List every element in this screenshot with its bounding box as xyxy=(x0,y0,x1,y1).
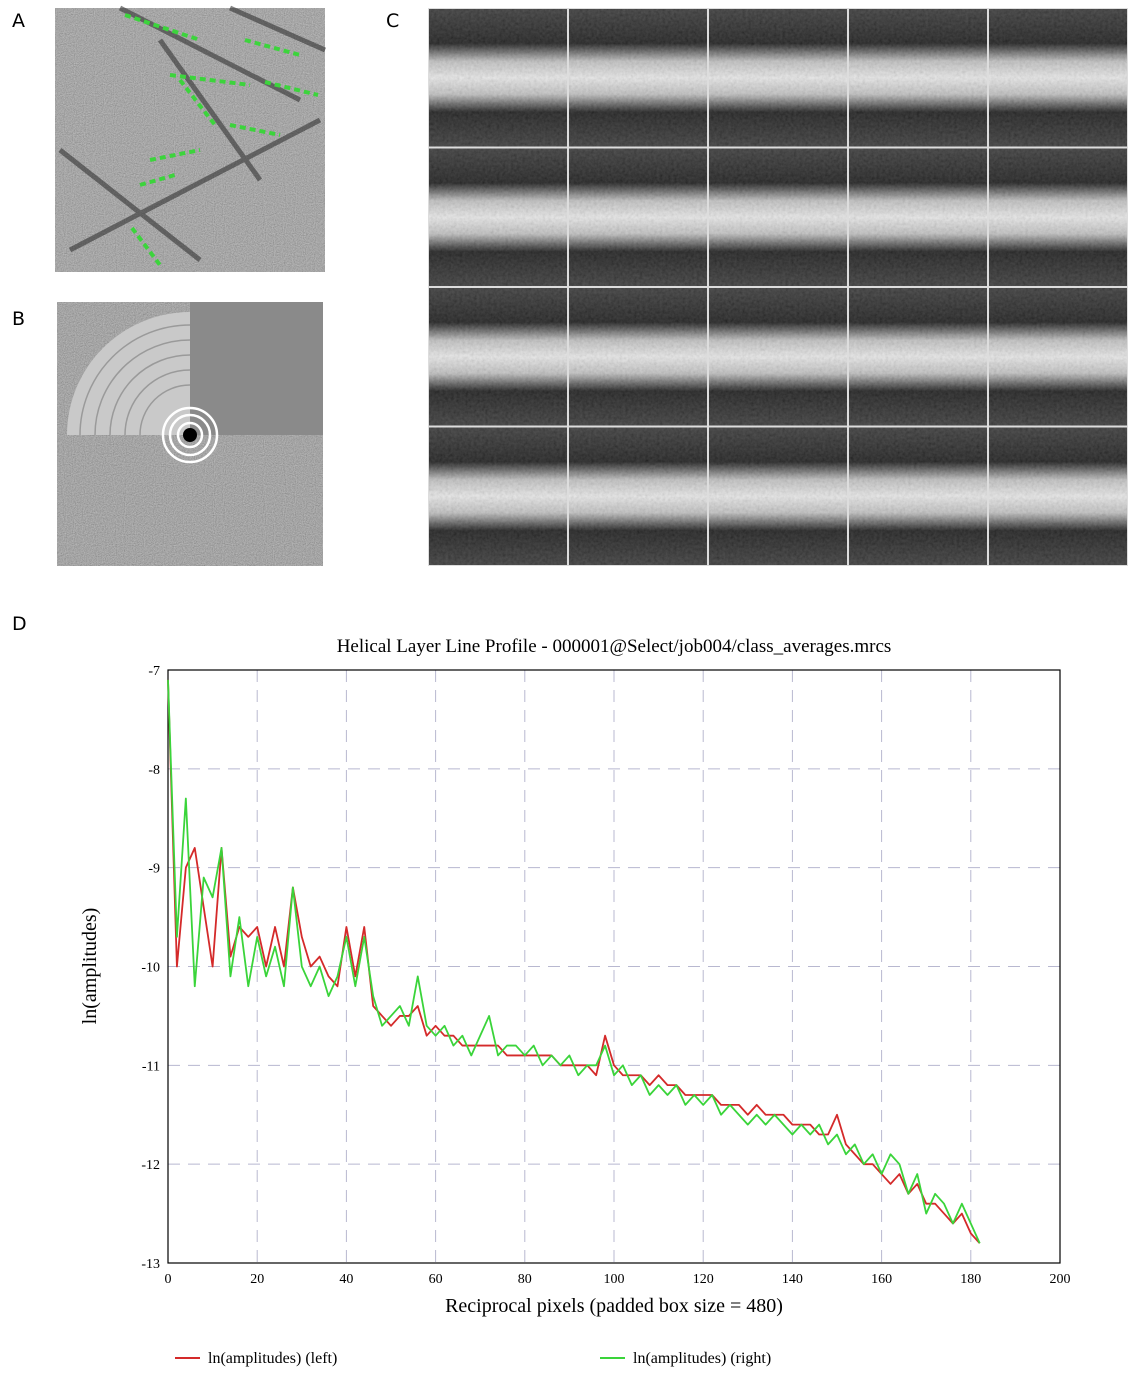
x-axis-label: Reciprocal pixels (padded box size = 480… xyxy=(445,1295,783,1317)
tile-noise xyxy=(429,148,567,286)
panel-label: D xyxy=(12,613,27,635)
x-tick-label: 120 xyxy=(693,1272,714,1287)
series-line xyxy=(167,679,981,1244)
plot-area: -13 -12 -11 -10 -9 -8 -7 0 20 40 60 80 100 120 140 160 1… xyxy=(141,664,1070,1367)
plot-frame xyxy=(167,669,1061,1264)
tile-noise xyxy=(569,9,707,147)
tile-noise xyxy=(429,427,567,565)
tile-noise xyxy=(989,9,1127,147)
x-tick-label: 80 xyxy=(518,1272,532,1287)
tile-noise xyxy=(849,9,987,147)
y-tick-label: -8 xyxy=(148,763,160,778)
x-tick-label: 20 xyxy=(250,1272,264,1287)
legend-label: ln(amplitudes) (left) xyxy=(208,1350,337,1367)
x-tick-label: 160 xyxy=(871,1272,892,1287)
power-spectrum xyxy=(57,302,323,566)
tile-noise xyxy=(989,288,1127,426)
tile-noise xyxy=(849,148,987,286)
panel-label: B xyxy=(12,308,25,330)
x-tick-label: 40 xyxy=(339,1272,353,1287)
x-tick-label: 60 xyxy=(429,1272,443,1287)
tile-noise xyxy=(709,148,847,286)
class-averages xyxy=(428,8,1128,566)
panel-label: C xyxy=(386,10,399,32)
y-tick-label: -13 xyxy=(141,1257,160,1272)
legend-label: ln(amplitudes) (right) xyxy=(633,1350,771,1367)
tile-noise xyxy=(569,427,707,565)
tile-noise xyxy=(569,288,707,426)
tile-noise xyxy=(849,427,987,565)
tile-noise xyxy=(989,427,1127,565)
y-tick-label: -7 xyxy=(148,664,160,679)
x-tick-label: 100 xyxy=(604,1272,625,1287)
tile-noise xyxy=(709,427,847,565)
tile-noise xyxy=(849,288,987,426)
tile-noise xyxy=(709,288,847,426)
tile-noise xyxy=(709,9,847,147)
x-tick-label: 140 xyxy=(782,1272,803,1287)
y-tick-label: -12 xyxy=(141,1158,160,1173)
chart-title: Helical Layer Line Profile - 000001@Sele… xyxy=(337,636,892,657)
tile-noise xyxy=(989,148,1127,286)
y-tick-label: -10 xyxy=(141,961,160,976)
y-tick-label: -9 xyxy=(148,862,160,877)
x-tick-label: 200 xyxy=(1050,1272,1071,1287)
panel-label: A xyxy=(12,10,25,32)
tile-noise xyxy=(569,148,707,286)
x-tick-label: 180 xyxy=(960,1272,981,1287)
tile-noise xyxy=(429,9,567,147)
x-tick-label: 0 xyxy=(165,1272,172,1287)
tile-noise xyxy=(429,288,567,426)
series-line xyxy=(167,679,981,1244)
y-axis-label: ln(amplitudes) xyxy=(79,908,101,1025)
micrograph xyxy=(55,5,327,272)
y-tick-label: -11 xyxy=(142,1059,160,1074)
